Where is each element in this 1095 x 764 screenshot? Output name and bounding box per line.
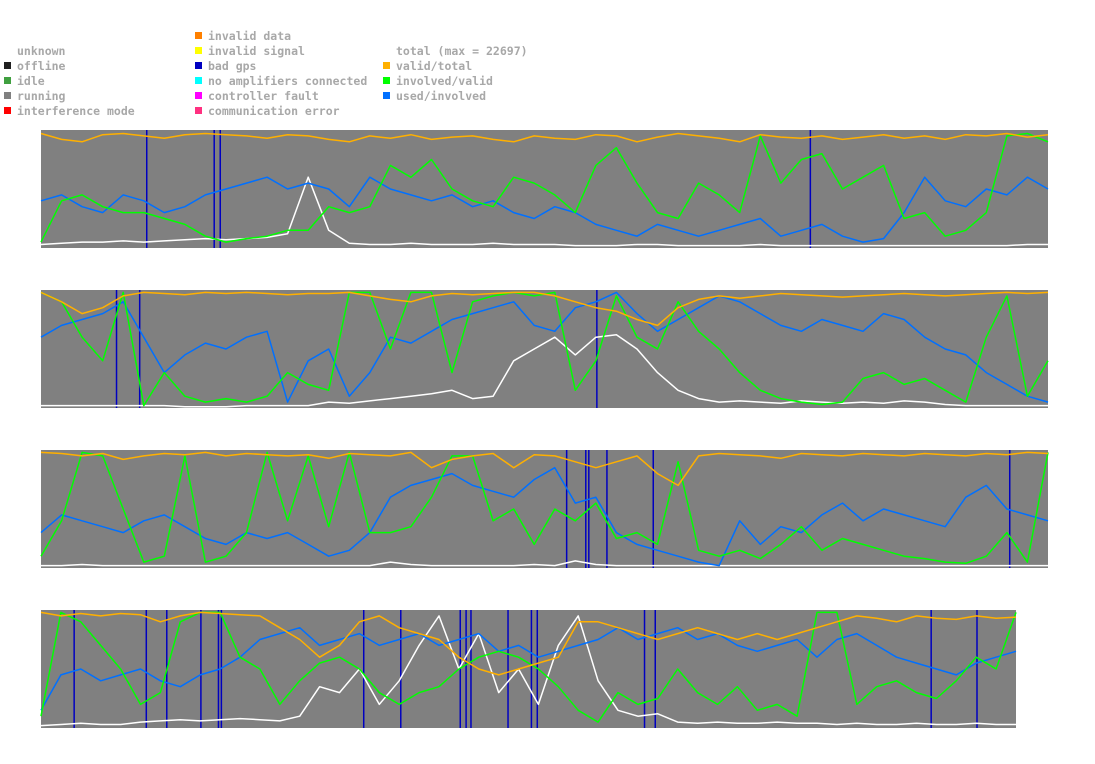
series-line-total [41,560,1048,567]
legend-swatch [195,32,202,39]
series-line-valid-total [40,451,1049,487]
legend-swatch [4,92,11,99]
legend-label: unknown [17,44,66,58]
legend-label: no amplifiers connected [208,74,368,88]
series-line-involved-valid [40,132,1049,243]
chart-panel-1 [40,130,1049,248]
legend-label: controller fault [208,89,319,103]
legend-swatch [383,62,390,69]
legend-swatch [383,77,390,84]
legend-swatch [195,77,202,84]
legend-swatch [195,92,202,99]
series-line-used-involved [40,176,1049,243]
status-background-running [41,610,1016,728]
status-background-running [41,290,1048,408]
legend-swatch [4,77,11,84]
series-line-total [40,176,1048,247]
legend-label: valid/total [396,59,473,73]
series-line-used-involved [40,466,1049,567]
series-line-used-involved [40,291,1049,403]
legend-label: used/involved [396,89,487,103]
legend-swatch [195,47,202,54]
legend-label: invalid data [208,29,292,43]
legend-label: invalid signal [208,44,305,58]
series-line-involved-valid [40,451,1049,565]
status-background-running [41,450,1048,568]
series-line-total [41,334,1048,408]
legend-swatch [4,62,11,69]
legend-swatch [4,107,11,114]
legend-label: idle [17,74,45,88]
series-line-used-involved [40,626,1017,711]
legend-swatch [195,107,202,114]
chart-panel-3 [40,450,1049,568]
series-line-valid-total [40,291,1049,327]
legend-swatch [383,92,390,99]
legend-swatch [195,62,202,69]
legend-label: communication error [208,104,340,118]
legend-label: total (max = 22697) [396,44,528,58]
series-line-valid-total [40,611,1017,676]
legend-label: bad gps [208,59,257,73]
legend-label: running [17,89,66,103]
chart-panel-2 [40,290,1049,408]
legend-label: interference mode [17,104,135,118]
series-line-valid-total [40,132,1049,143]
series-line-total [40,615,1016,727]
chart-panel-4 [40,610,1017,728]
legend-label: involved/valid [396,74,493,88]
legend-label: offline [17,59,66,73]
